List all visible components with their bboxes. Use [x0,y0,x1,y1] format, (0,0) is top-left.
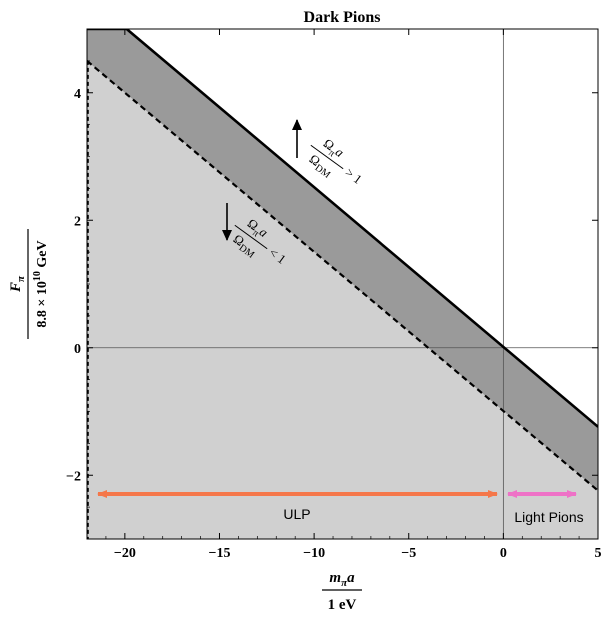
region-band [87,29,598,491]
chart-title: Dark Pions [304,9,381,26]
x-axis-ticks: −20 −15 −10 −5 0 5 [86,29,602,561]
y-axis-ticks: −2 0 2 4 [66,28,598,540]
x-axis-label: mπa 1 eV [322,570,362,613]
y-tick-label: 4 [74,87,81,102]
svg-text:mπa: mπa [329,570,355,589]
region-below-dashed [87,60,598,539]
annotation-upper-rel: > 1 [342,165,365,187]
ylabel-den-sup: 10 [32,271,43,281]
x-tick-label: −5 [401,546,416,561]
x-tick-label: −20 [114,546,136,561]
arrow-label-ulp: ULP [283,506,310,522]
annotation-upper-num-sub: π [326,148,337,160]
x-tick-label: 0 [500,546,507,561]
ylabel-num: F [8,282,24,293]
y-tick-label: 2 [74,214,81,229]
svg-text:8.8 × 1010 GeV: 8.8 × 1010 GeV [32,240,50,327]
y-tick-label: −2 [66,469,81,484]
ylabel-den-pre: 8.8 × 10 [35,281,50,327]
annotation-lower-num-sub: π [250,228,261,240]
ylabel-den-post: GeV [35,240,50,271]
x-tick-label: 5 [595,546,602,561]
xlabel-num-tail: a [347,570,355,586]
annotation-upper-num-tail: a [333,144,347,160]
series-line-dashed [87,60,598,492]
xlabel-den: 1 eV [328,597,357,613]
y-tick-label: 0 [74,342,81,357]
arrow-label-light-pions: Light Pions [514,509,583,525]
svg-text:Fπ: Fπ [8,275,27,293]
x-tick-label: −15 [208,546,230,561]
x-tick-label: −10 [303,546,325,561]
xlabel-num: m [329,570,341,586]
svg-text:Ωπa: Ωπa [318,135,347,163]
plot-area [87,29,598,539]
xlabel-num-sub: π [341,577,348,589]
ylabel-num-sub: π [15,275,27,282]
y-axis-label: Fπ 8.8 × 1010 GeV [8,229,50,339]
series-line-solid [87,29,598,428]
